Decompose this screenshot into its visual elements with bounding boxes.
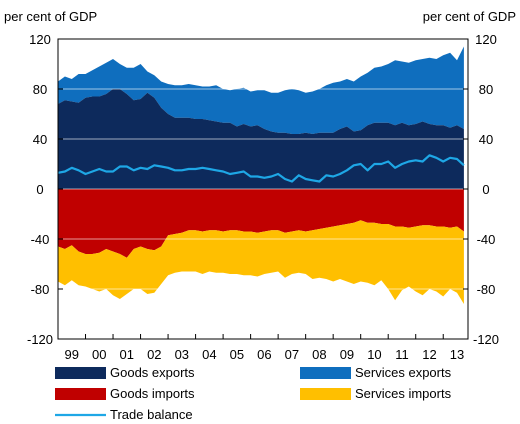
goods-imports-legend-label: Goods imports xyxy=(110,386,195,401)
x-tick-label: 00 xyxy=(92,347,106,362)
x-tick-label: 13 xyxy=(450,347,464,362)
services-imports-legend-label: Services imports xyxy=(355,386,452,401)
y-tick-label-right: 120 xyxy=(475,32,497,47)
services-exports-legend-label: Services exports xyxy=(355,365,452,380)
left-axis-unit: per cent of GDP xyxy=(4,9,97,24)
services-exports-area xyxy=(58,46,464,134)
goods-imports-area xyxy=(58,189,464,258)
x-tick-label: 04 xyxy=(202,347,216,362)
services-imports-legend-swatch xyxy=(300,388,351,400)
x-tick-label: 01 xyxy=(120,347,134,362)
y-tick-label-left: 80 xyxy=(33,82,47,97)
y-tick-label-left: 40 xyxy=(33,132,47,147)
plot-area xyxy=(57,38,469,340)
y-tick-label-right: 80 xyxy=(479,82,493,97)
x-tick-label: 06 xyxy=(257,347,271,362)
trade-balance-line xyxy=(57,154,465,183)
x-tick-label: 10 xyxy=(367,347,381,362)
x-tick-label: 99 xyxy=(65,347,79,362)
services-imports-area xyxy=(58,220,464,304)
y-tick-label-left: -120 xyxy=(27,332,53,347)
y-tick-label-right: -120 xyxy=(473,332,499,347)
x-tick-label: 03 xyxy=(175,347,189,362)
right-y-axis: 120 80 40 0 -40 -80 -120 xyxy=(463,32,499,347)
legend: Goods exports Services exports Goods impor… xyxy=(55,365,452,422)
y-tick-label-left: 120 xyxy=(29,32,51,47)
services-exports-legend-swatch xyxy=(300,367,351,379)
x-axis: 99 00 01 02 03 04 05 06 07 08 09 10 11 12 13 xyxy=(65,334,464,362)
y-tick-label-right: 40 xyxy=(479,132,493,147)
goods-imports-legend-swatch xyxy=(55,388,106,400)
goods-exports-legend-label: Goods exports xyxy=(110,365,195,380)
x-tick-label: 12 xyxy=(422,347,436,362)
y-tick-label-right: 0 xyxy=(482,182,489,197)
left-y-axis: 120 80 40 0 -40 -80 -120 xyxy=(27,32,63,347)
y-tick-label-left: -80 xyxy=(31,282,50,297)
trade-balance-legend-label: Trade balance xyxy=(110,407,193,422)
x-tick-label: 08 xyxy=(312,347,326,362)
y-tick-label-right: -40 xyxy=(477,232,496,247)
goods-exports-legend-swatch xyxy=(55,367,106,379)
x-tick-label: 05 xyxy=(230,347,244,362)
y-tick-label-left: -40 xyxy=(31,232,50,247)
x-tick-label: 02 xyxy=(147,347,161,362)
x-tick-label: 09 xyxy=(340,347,354,362)
right-axis-unit: per cent of GDP xyxy=(423,9,516,24)
x-tick-label: 11 xyxy=(395,347,409,362)
x-tick-label: 07 xyxy=(285,347,299,362)
y-tick-label-right: -80 xyxy=(477,282,496,297)
y-tick-label-left: 0 xyxy=(36,182,43,197)
